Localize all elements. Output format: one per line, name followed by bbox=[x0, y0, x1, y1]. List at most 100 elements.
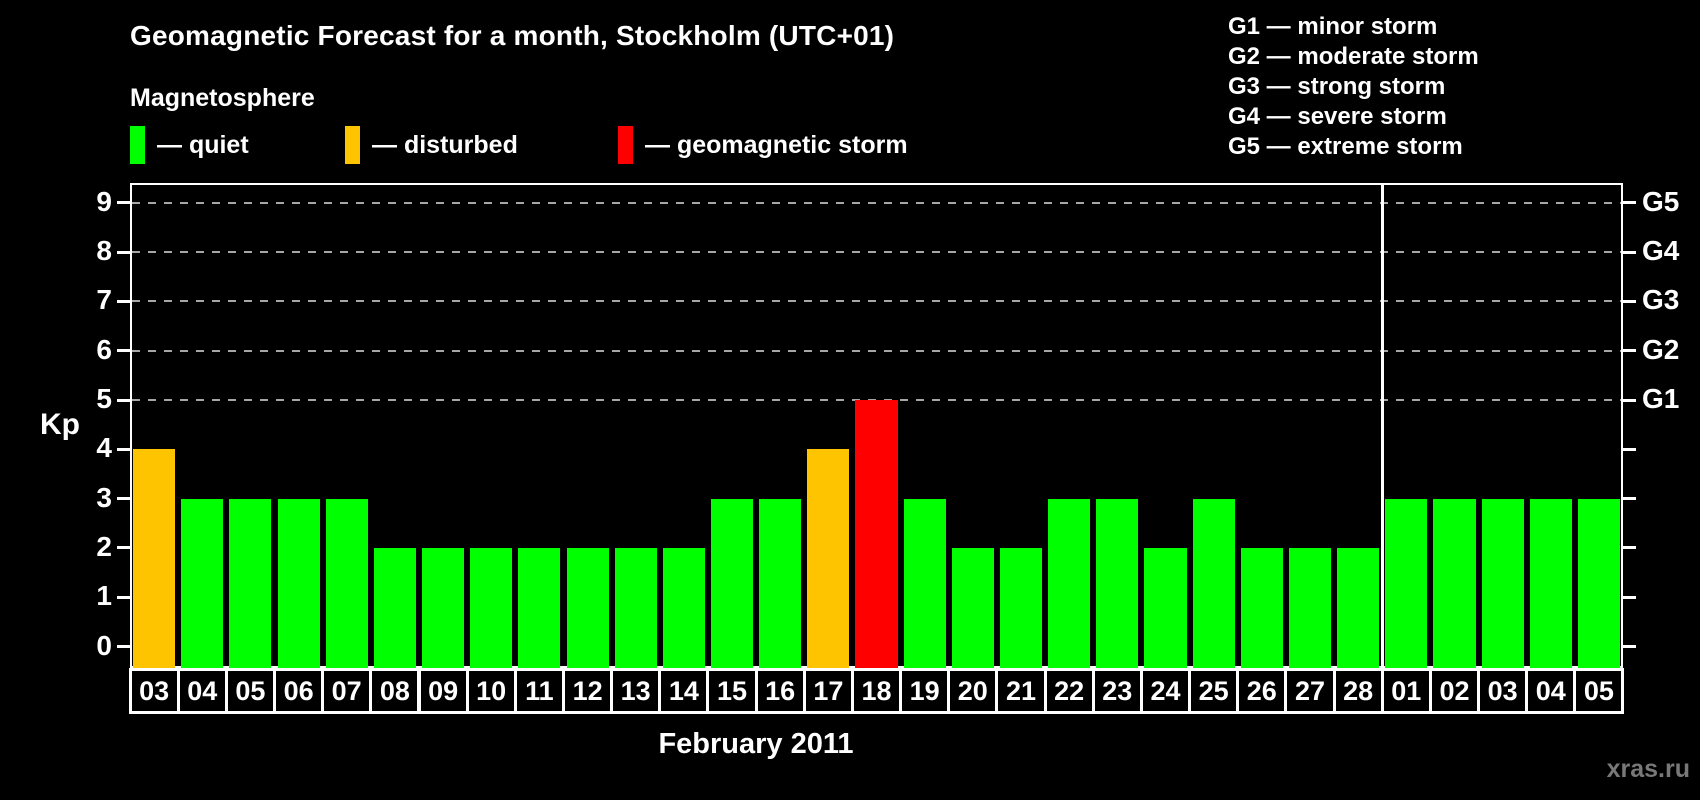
x-label-day-0-03: 03 bbox=[128, 668, 180, 714]
y-tick-right-2 bbox=[1623, 546, 1636, 550]
chart-title: Geomagnetic Forecast for a month, Stockh… bbox=[130, 20, 895, 51]
x-label-day-30-05: 05 bbox=[1573, 668, 1625, 714]
x-label-day-11-14: 14 bbox=[658, 668, 710, 714]
x-label-day-26-01: 01 bbox=[1380, 668, 1432, 714]
x-label-day-10-13: 13 bbox=[610, 668, 662, 714]
y-tick-label-2: 2 bbox=[96, 530, 112, 562]
y-tick-label-8: 8 bbox=[96, 235, 112, 267]
disturbed-color-swatch bbox=[345, 126, 360, 164]
bar-day-17 bbox=[807, 449, 850, 668]
bar-day-04 bbox=[181, 498, 224, 668]
month-separator-line bbox=[1381, 183, 1384, 668]
g-legend-line-g3: G3 — strong storm bbox=[1228, 73, 1446, 100]
y-axis-title: Kp bbox=[40, 408, 80, 441]
bar-day-23 bbox=[1096, 498, 1139, 668]
legend-label-quiet: — quiet bbox=[157, 130, 249, 159]
bar-day-05 bbox=[229, 498, 272, 668]
x-label-day-1-04: 04 bbox=[176, 668, 228, 714]
bar-day-03 bbox=[133, 449, 176, 668]
y-tick-right-8 bbox=[1623, 250, 1636, 254]
legend-item-quiet: — quiet bbox=[130, 124, 249, 166]
x-label-day-20-23: 23 bbox=[1091, 668, 1143, 714]
quiet-color-swatch bbox=[130, 126, 145, 164]
x-label-day-12-15: 15 bbox=[706, 668, 758, 714]
y-tick-right-6 bbox=[1623, 349, 1636, 353]
y-tick-left-5 bbox=[117, 398, 130, 402]
y-tick-label-9: 9 bbox=[96, 185, 112, 217]
legend-label-storm: — geomagnetic storm bbox=[645, 130, 908, 159]
x-label-day-6-09: 09 bbox=[417, 668, 469, 714]
bar-day-25 bbox=[1192, 498, 1235, 668]
x-label-day-17-20: 20 bbox=[947, 668, 999, 714]
y-tick-right-4 bbox=[1623, 447, 1636, 451]
g-axis-label-g4: G4 bbox=[1642, 235, 1680, 267]
bar-day-06 bbox=[277, 498, 320, 668]
bar-day-04 bbox=[1529, 498, 1572, 668]
y-tick-label-3: 3 bbox=[96, 481, 112, 513]
x-label-day-19-22: 22 bbox=[1043, 668, 1095, 714]
gridline-kp-6 bbox=[132, 349, 1621, 352]
x-label-day-15-18: 18 bbox=[850, 668, 903, 714]
y-tick-label-4: 4 bbox=[96, 432, 112, 464]
x-label-day-29-04: 04 bbox=[1525, 668, 1577, 714]
g-axis-label-g1: G1 bbox=[1642, 383, 1680, 414]
bar-day-08 bbox=[373, 547, 416, 668]
g-axis-label-g2: G2 bbox=[1642, 333, 1680, 365]
y-tick-left-0 bbox=[117, 645, 130, 648]
bar-day-18 bbox=[855, 400, 898, 668]
watermark: xras.ru bbox=[1606, 755, 1690, 783]
bar-day-02 bbox=[1433, 498, 1476, 668]
x-label-day-28-03: 03 bbox=[1477, 668, 1529, 714]
y-tick-left-4 bbox=[117, 447, 130, 451]
x-label-day-4-07: 07 bbox=[321, 668, 373, 714]
bar-day-10 bbox=[470, 547, 513, 668]
gridline-kp-8 bbox=[132, 251, 1621, 254]
y-tick-right-9 bbox=[1623, 201, 1636, 205]
bar-day-03 bbox=[1481, 498, 1524, 668]
x-label-day-13-16: 16 bbox=[754, 668, 806, 714]
y-tick-label-6: 6 bbox=[96, 333, 112, 365]
x-label-day-27-02: 02 bbox=[1428, 668, 1481, 714]
y-tick-left-6 bbox=[117, 349, 130, 353]
legend-item-storm: — geomagnetic storm bbox=[618, 124, 908, 166]
y-tick-right-5 bbox=[1623, 398, 1636, 402]
x-label-day-7-10: 10 bbox=[465, 668, 517, 714]
g-legend-line-g1: G1 — minor storm bbox=[1228, 13, 1438, 40]
storm-color-swatch bbox=[618, 126, 633, 164]
y-tick-left-3 bbox=[117, 497, 130, 501]
bar-day-26 bbox=[1240, 547, 1283, 668]
g-axis-label-g5: G5 bbox=[1642, 185, 1680, 217]
y-tick-left-7 bbox=[117, 299, 130, 303]
bar-day-07 bbox=[325, 498, 368, 668]
g-scale-legend: G1 — minor storm G2 — moderate storm G3 … bbox=[1228, 12, 1479, 162]
legend-label-disturbed: — disturbed bbox=[372, 130, 518, 159]
x-label-day-9-12: 12 bbox=[562, 668, 614, 714]
bar-day-14 bbox=[662, 547, 705, 668]
x-label-day-23-26: 26 bbox=[1236, 668, 1288, 714]
bar-day-21 bbox=[999, 547, 1043, 668]
x-label-day-14-17: 17 bbox=[802, 668, 854, 714]
x-label-day-18-21: 21 bbox=[995, 668, 1047, 714]
y-tick-right-1 bbox=[1623, 595, 1636, 599]
x-label-day-21-24: 24 bbox=[1139, 668, 1192, 714]
x-label-day-22-25: 25 bbox=[1188, 668, 1240, 714]
y-tick-left-1 bbox=[117, 595, 130, 599]
y-tick-right-7 bbox=[1623, 299, 1636, 303]
legend-item-disturbed: — disturbed bbox=[345, 124, 518, 166]
g-legend-line-g5: G5 — extreme storm bbox=[1228, 133, 1463, 160]
y-tick-label-1: 1 bbox=[96, 580, 112, 612]
bar-day-27 bbox=[1288, 547, 1332, 668]
bar-day-15 bbox=[710, 498, 754, 668]
y-tick-label-5: 5 bbox=[96, 383, 112, 414]
x-label-day-5-08: 08 bbox=[369, 668, 421, 714]
x-label-day-16-19: 19 bbox=[899, 668, 951, 714]
gridline-kp-9 bbox=[132, 201, 1621, 204]
g-legend-line-g4: G4 — severe storm bbox=[1228, 103, 1447, 130]
y-tick-label-0: 0 bbox=[96, 629, 112, 661]
g-axis-label-g3: G3 bbox=[1642, 284, 1680, 316]
gridline-kp-7 bbox=[132, 300, 1621, 303]
bar-day-05 bbox=[1577, 498, 1620, 668]
y-tick-left-2 bbox=[117, 546, 130, 550]
bar-day-12 bbox=[566, 547, 609, 668]
